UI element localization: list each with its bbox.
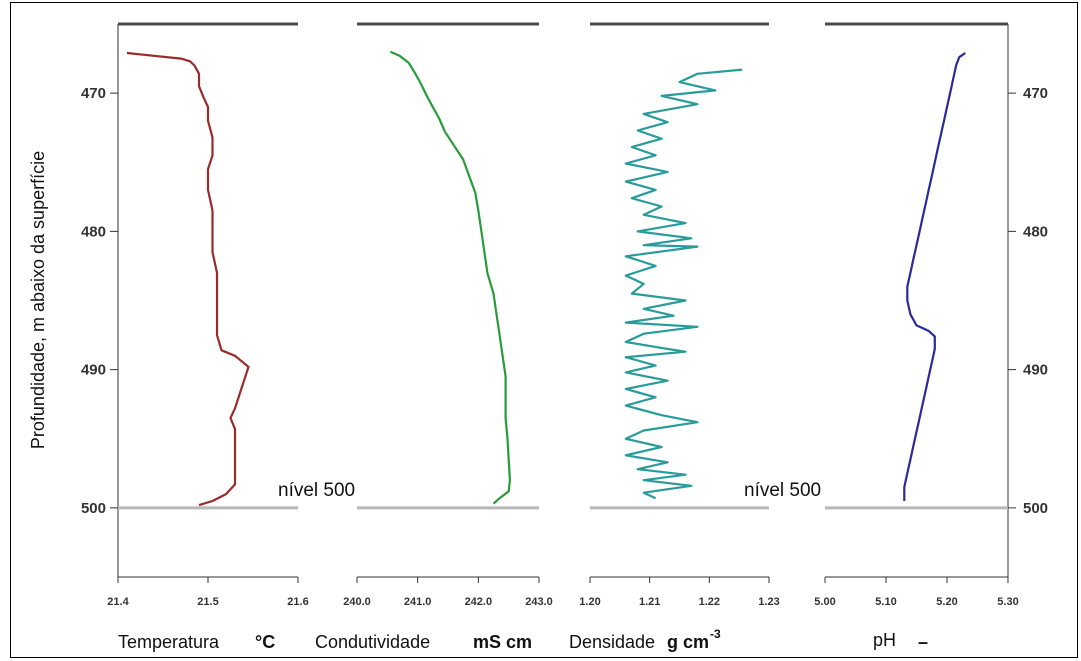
x-tick-label: 1.20 bbox=[579, 596, 600, 608]
temperature-unit: °C bbox=[255, 632, 275, 652]
x-tick-label: 243.0 bbox=[525, 596, 553, 608]
x-tick-label: 1.22 bbox=[699, 596, 720, 608]
ph-panel-series-line bbox=[903, 52, 966, 501]
conductivity-axis-label: Condutividade bbox=[315, 632, 430, 652]
y-tick-label-left: 470 bbox=[81, 85, 106, 102]
x-tick-label: 1.21 bbox=[639, 596, 660, 608]
ph-unit: – bbox=[918, 632, 928, 652]
ph-axis-label: pH bbox=[873, 630, 896, 650]
x-tick-label: 21.6 bbox=[287, 596, 308, 608]
x-tick-label: 242.0 bbox=[465, 596, 493, 608]
x-tick-label: 21.5 bbox=[197, 596, 218, 608]
conductivity-unit: mS cm bbox=[473, 632, 532, 652]
y-tick-label-left: 500 bbox=[81, 500, 106, 517]
level-annotation-left: nível 500 bbox=[278, 480, 355, 501]
x-tick-label: 5.00 bbox=[814, 596, 835, 608]
y-tick-label-right: 500 bbox=[1023, 500, 1048, 517]
density-panel-series-line bbox=[624, 68, 743, 500]
conductivity-panel-series-line bbox=[389, 50, 511, 505]
level-annotation-right: nível 500 bbox=[744, 480, 821, 501]
y-tick-label-right: 490 bbox=[1023, 362, 1048, 379]
y-axis-label: Profundidade, m abaixo da superfície bbox=[28, 151, 48, 449]
x-tick-label: 1.23 bbox=[758, 596, 779, 608]
x-tick-label: 21.4 bbox=[107, 596, 129, 608]
x-tick-label: 5.20 bbox=[936, 596, 957, 608]
y-tick-label-right: 480 bbox=[1023, 223, 1048, 240]
y-tick-label-left: 490 bbox=[81, 362, 106, 379]
density-unit: g cm bbox=[667, 632, 709, 652]
temperature-panel-series-line bbox=[126, 51, 250, 507]
x-tick-label: 240.0 bbox=[343, 596, 371, 608]
density-axis-label: Densidade bbox=[569, 632, 655, 652]
x-tick-label: 5.10 bbox=[875, 596, 896, 608]
temperature-axis-label: Temperatura bbox=[118, 632, 220, 652]
x-tick-label: 241.0 bbox=[404, 596, 432, 608]
y-tick-label-right: 470 bbox=[1023, 85, 1048, 102]
density-unit-exponent: -3 bbox=[710, 627, 721, 641]
x-tick-label: 5.30 bbox=[997, 596, 1018, 608]
chart-frame bbox=[10, 2, 1078, 658]
y-tick-label-left: 480 bbox=[81, 223, 106, 240]
